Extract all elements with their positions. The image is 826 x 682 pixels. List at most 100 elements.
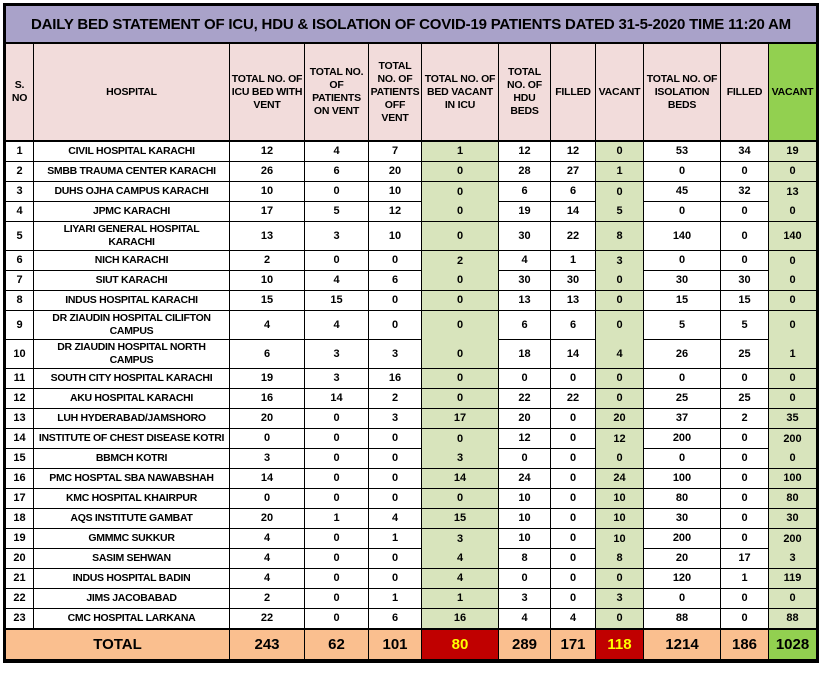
cell-isolation-filled: 32	[721, 182, 769, 202]
cell-hospital: SIUT KARACHI	[34, 271, 230, 291]
cell-isolation-filled: 0	[721, 429, 769, 449]
cell-sno: 22	[6, 589, 34, 609]
cell-sno: 16	[6, 469, 34, 489]
column-header-isolation-vacant: VACANT	[769, 44, 816, 142]
cell-bed-vacant-in-icu: 15	[422, 509, 499, 529]
table-row: 12 AKU HOSPITAL KARACHI 16 14 2 0 22 22 0 25 25 0	[6, 389, 816, 409]
cell-isolation-beds: 0	[644, 202, 721, 222]
cell-isolation-vacant: 200	[769, 429, 816, 449]
table-row: 4 JPMC KARACHI 17 5 12 0 19 14 5 0 0 0	[6, 202, 816, 222]
cell-sno: 15	[6, 449, 34, 469]
cell-icu-bed-with-vent: 10	[230, 182, 305, 202]
cell-isolation-filled: 17	[721, 549, 769, 569]
cell-bed-vacant-in-icu: 0	[422, 389, 499, 409]
cell-patients-on-vent: 4	[305, 142, 369, 162]
cell-hdu-beds: 22	[499, 389, 551, 409]
cell-isolation-vacant: 119	[769, 569, 816, 589]
table-row: 9 DR ZIAUDIN HOSPITAL CILIFTON CAMPUS 4 4 0 0…	[6, 311, 816, 340]
column-header-hdu-filled: FILLED	[551, 44, 596, 142]
cell-sno: 11	[6, 369, 34, 389]
cell-hospital: INDUS HOSPITAL KARACHI	[34, 291, 230, 311]
cell-isolation-vacant: 3	[769, 549, 816, 569]
table-row: 21 INDUS HOSPITAL BADIN 4 0 0 4 0 0 0 120 1 119	[6, 569, 816, 589]
cell-patients-off-vent: 10	[369, 182, 422, 202]
cell-patients-on-vent: 0	[305, 489, 369, 509]
table-row: 10 DR ZIAUDIN HOSPITAL NORTH CAMPUS 6 3 3 0 18…	[6, 340, 816, 369]
cell-hdu-beds: 12	[499, 142, 551, 162]
cell-bed-vacant-in-icu: 17	[422, 409, 499, 429]
cell-hospital: SMBB TRAUMA CENTER KARACHI	[34, 162, 230, 182]
cell-patients-off-vent: 2	[369, 389, 422, 409]
cell-isolation-beds: 200	[644, 429, 721, 449]
cell-sno: 4	[6, 202, 34, 222]
cell-isolation-filled: 30	[721, 271, 769, 291]
cell-hdu-filled: 22	[551, 389, 596, 409]
cell-isolation-vacant: 0	[769, 162, 816, 182]
cell-patients-off-vent: 16	[369, 369, 422, 389]
table-row: 11 SOUTH CITY HOSPITAL KARACHI 19 3 16 0 0 0 0 0 0…	[6, 369, 816, 389]
cell-isolation-vacant: 35	[769, 409, 816, 429]
cell-hospital: DUHS OJHA CAMPUS KARACHI	[34, 182, 230, 202]
cell-patients-on-vent: 5	[305, 202, 369, 222]
cell-hdu-beds: 24	[499, 469, 551, 489]
cell-patients-on-vent: 1	[305, 509, 369, 529]
cell-icu-bed-with-vent: 14	[230, 469, 305, 489]
cell-patients-off-vent: 6	[369, 609, 422, 629]
cell-hdu-vacant: 0	[596, 609, 644, 629]
cell-isolation-beds: 45	[644, 182, 721, 202]
cell-isolation-filled: 0	[721, 509, 769, 529]
table-row: 20 SASIM SEHWAN 4 0 0 4 8 0 8 20 17 3	[6, 549, 816, 569]
cell-patients-off-vent: 3	[369, 409, 422, 429]
cell-icu-bed-with-vent: 3	[230, 449, 305, 469]
cell-patients-off-vent: 0	[369, 429, 422, 449]
cell-hospital: SASIM SEHWAN	[34, 549, 230, 569]
cell-isolation-vacant: 100	[769, 469, 816, 489]
column-header-hdu-vacant: VACANT	[596, 44, 644, 142]
cell-bed-vacant-in-icu: 0	[422, 182, 499, 202]
cell-patients-off-vent: 0	[369, 449, 422, 469]
cell-patients-on-vent: 3	[305, 222, 369, 251]
bed-statement-table: S. NO HOSPITAL TOTAL NO. OF ICU BED WITH V…	[6, 44, 816, 660]
cell-icu-bed-with-vent: 22	[230, 609, 305, 629]
total-isolation-filled: 186	[721, 629, 769, 660]
cell-patients-on-vent: 3	[305, 369, 369, 389]
cell-hdu-filled: 14	[551, 202, 596, 222]
cell-hdu-beds: 0	[499, 369, 551, 389]
cell-isolation-vacant: 200	[769, 529, 816, 549]
cell-sno: 17	[6, 489, 34, 509]
cell-patients-off-vent: 0	[369, 569, 422, 589]
cell-patients-on-vent: 4	[305, 311, 369, 340]
cell-isolation-beds: 0	[644, 251, 721, 271]
cell-hdu-filled: 14	[551, 340, 596, 369]
cell-patients-off-vent: 10	[369, 222, 422, 251]
cell-isolation-filled: 25	[721, 340, 769, 369]
table-header: S. NO HOSPITAL TOTAL NO. OF ICU BED WITH V…	[6, 44, 816, 142]
cell-sno: 20	[6, 549, 34, 569]
table-row: 15 BBMCH KOTRI 3 0 0 3 0 0 0 0 0 0	[6, 449, 816, 469]
cell-hdu-filled: 0	[551, 429, 596, 449]
cell-hdu-beds: 10	[499, 529, 551, 549]
cell-hospital: CMC HOSPITAL LARKANA	[34, 609, 230, 629]
cell-isolation-vacant: 0	[769, 271, 816, 291]
cell-sno: 18	[6, 509, 34, 529]
cell-isolation-filled: 0	[721, 449, 769, 469]
cell-hdu-filled: 0	[551, 369, 596, 389]
cell-hdu-filled: 12	[551, 142, 596, 162]
cell-bed-vacant-in-icu: 16	[422, 609, 499, 629]
cell-icu-bed-with-vent: 2	[230, 589, 305, 609]
cell-patients-off-vent: 1	[369, 589, 422, 609]
cell-isolation-vacant: 0	[769, 369, 816, 389]
cell-isolation-vacant: 13	[769, 182, 816, 202]
cell-hdu-vacant: 0	[596, 569, 644, 589]
cell-bed-vacant-in-icu: 3	[422, 449, 499, 469]
cell-hdu-vacant: 5	[596, 202, 644, 222]
cell-icu-bed-with-vent: 4	[230, 311, 305, 340]
table-row: 19 GMMMC SUKKUR 4 0 1 3 10 0 10 200 0 200	[6, 529, 816, 549]
cell-isolation-vacant: 19	[769, 142, 816, 162]
cell-sno: 3	[6, 182, 34, 202]
cell-icu-bed-with-vent: 13	[230, 222, 305, 251]
cell-hdu-vacant: 12	[596, 429, 644, 449]
cell-hdu-filled: 6	[551, 311, 596, 340]
cell-isolation-beds: 5	[644, 311, 721, 340]
cell-hdu-beds: 20	[499, 409, 551, 429]
